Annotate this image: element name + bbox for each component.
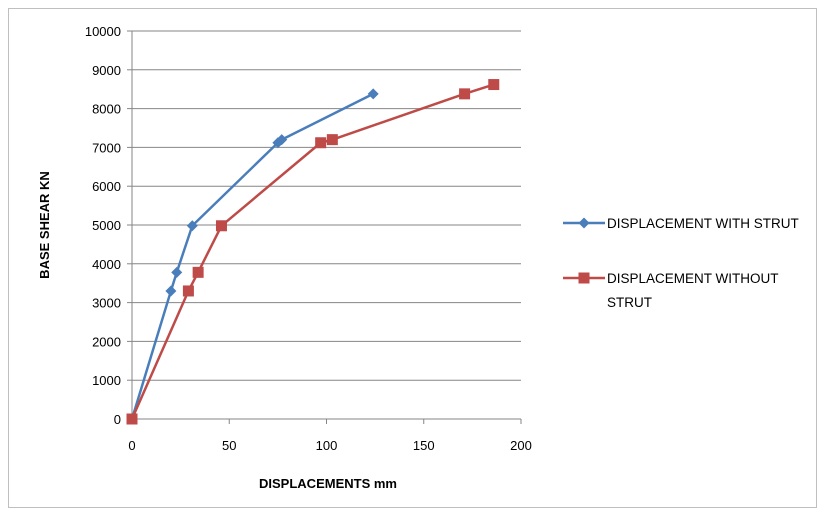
data-point (276, 134, 288, 146)
data-point (126, 413, 138, 425)
x-tick-label: 0 (128, 438, 135, 453)
y-axis-title: BASE SHEAR KN (37, 171, 52, 279)
legend: DISPLACEMENT WITH STRUT DISPLACEMENT WITH… (563, 216, 799, 310)
chart-frame (8, 8, 817, 508)
data-point (488, 79, 500, 91)
data-point (165, 285, 177, 297)
legend-label: DISPLACEMENT WITHOUT STRUT (607, 271, 779, 310)
data-point (367, 88, 379, 100)
data-point (215, 220, 227, 232)
series-group (126, 79, 500, 425)
y-tick-label: 4000 (92, 257, 121, 272)
x-tick-label: 200 (510, 438, 532, 453)
data-point (192, 266, 204, 278)
y-tick-label: 8000 (92, 102, 121, 117)
x-tick-label: 50 (222, 438, 236, 453)
x-tick-label: 100 (316, 438, 338, 453)
y-tick-label: 10000 (85, 24, 121, 39)
series-1 (126, 88, 379, 425)
x-tick-label: 150 (413, 438, 435, 453)
y-tick-label: 9000 (92, 63, 121, 78)
axes (131, 31, 521, 420)
y-tick-label: 0 (114, 412, 121, 427)
legend-item-1: DISPLACEMENT WITH STRUT (563, 216, 799, 231)
y-tick-label: 6000 (92, 179, 121, 194)
series-2 (126, 79, 500, 425)
y-tick-labels: 0 1000 2000 3000 4000 5000 6000 7000 8000 9000 100… (85, 24, 121, 427)
data-point (326, 134, 338, 146)
data-point (182, 285, 194, 297)
y-tick-label: 3000 (92, 296, 121, 311)
x-tick-labels: 0 50 100 150 200 (128, 438, 531, 453)
series-line (130, 83, 495, 420)
y-tick-label: 1000 (92, 373, 121, 388)
x-axis-title: DISPLACEMENTS mm (259, 476, 397, 491)
legend-item-2: DISPLACEMENT WITHOUT STRUT (563, 271, 779, 310)
data-point (315, 137, 327, 149)
y-tick-label: 2000 (92, 334, 121, 349)
y-tick-label: 5000 (92, 218, 121, 233)
y-tick-label: 7000 (92, 140, 121, 155)
legend-label: DISPLACEMENT WITH STRUT (607, 216, 799, 231)
legend-swatch-marker (578, 272, 590, 284)
data-point (186, 220, 198, 232)
legend-swatch-marker (578, 217, 590, 229)
data-point (171, 266, 183, 278)
data-point (459, 88, 471, 100)
